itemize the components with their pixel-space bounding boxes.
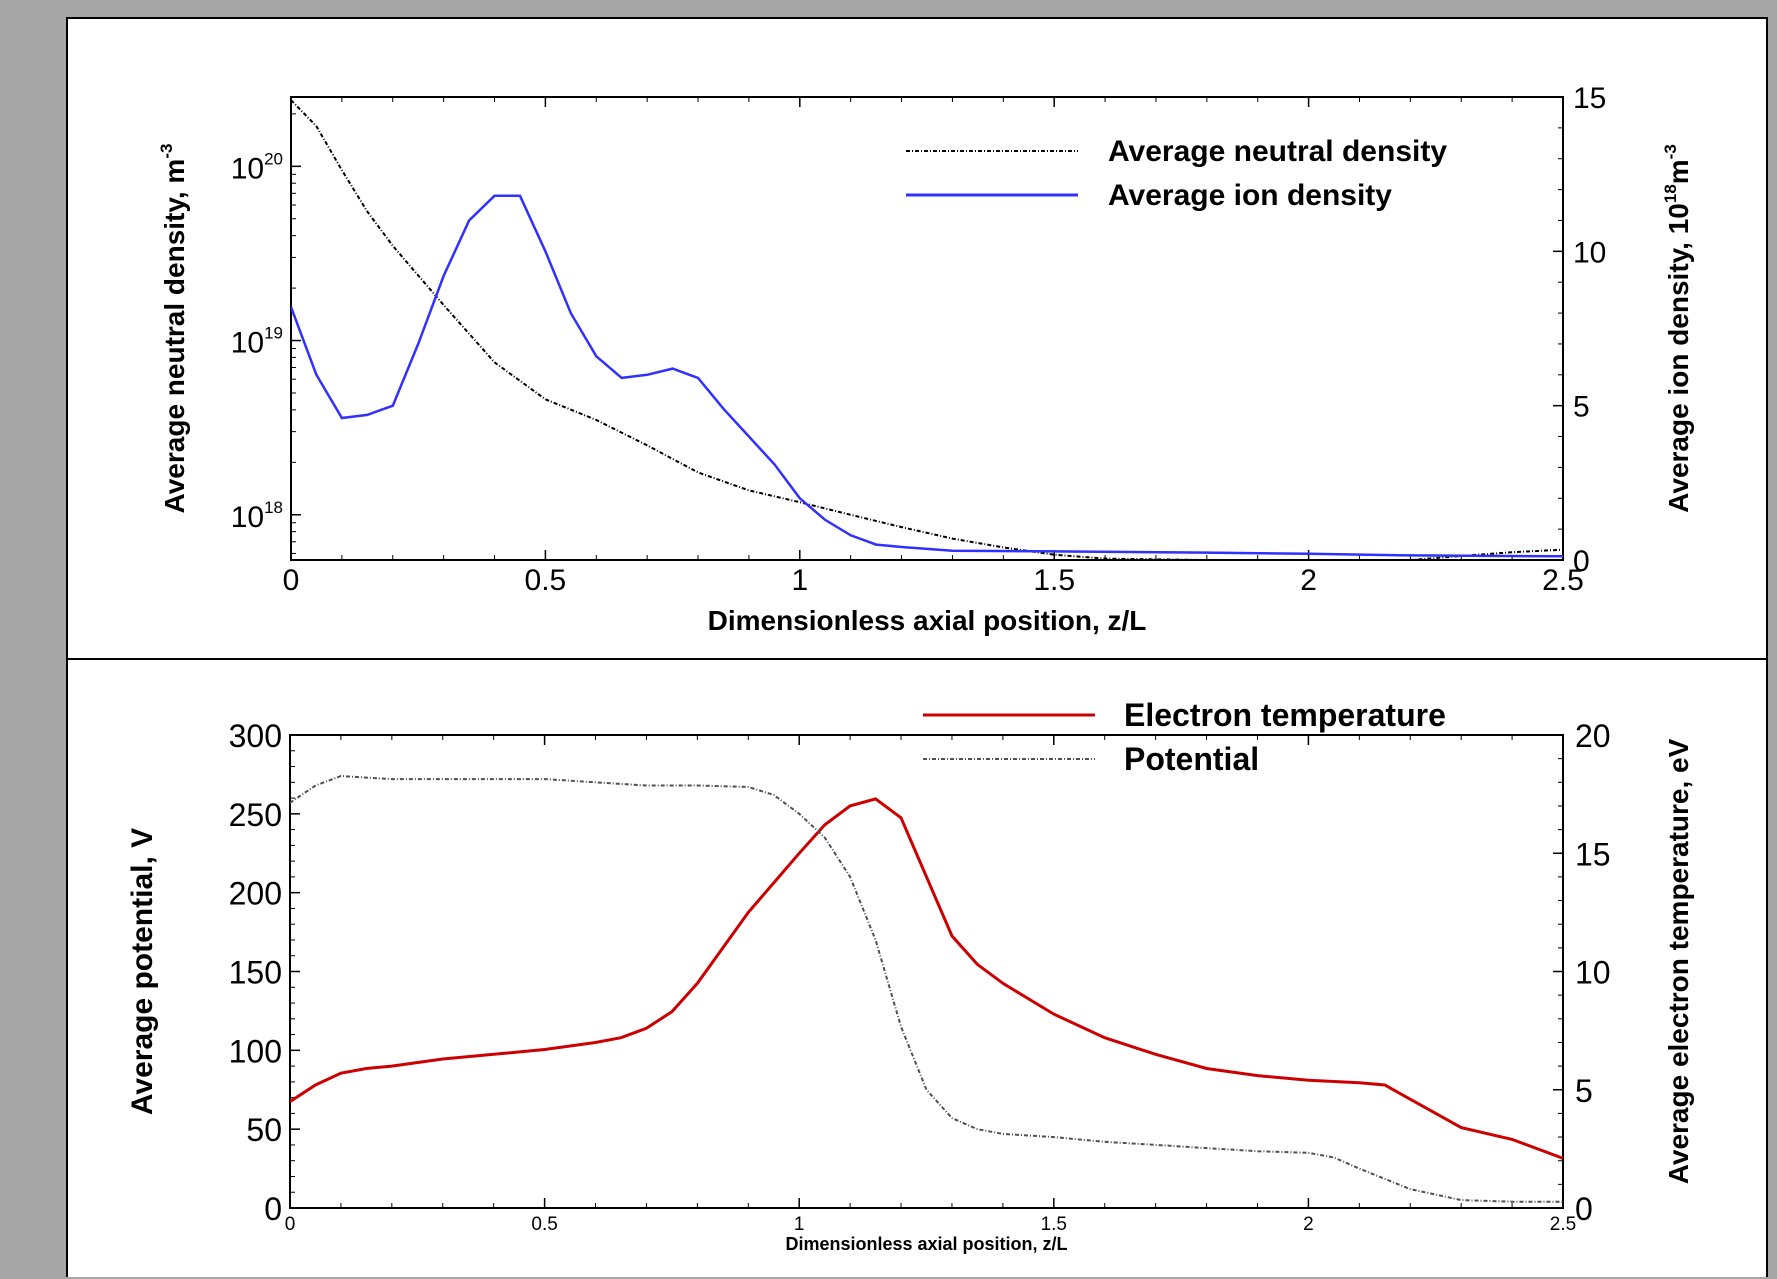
y-left-axis-label: Average potential, V <box>126 828 159 1115</box>
x-axis-label: Dimensionless axial position, z/L <box>708 605 1147 636</box>
neutral-ion-density-panel: 0 0.5 1 1.5 2 2.5 1018 1019 1020 0 5 10 15 Dimensionl… <box>66 17 1768 660</box>
y-right-tick-label: 0 <box>1575 1191 1593 1227</box>
y-right-axis-label: Average electron temperature, eV <box>1663 738 1694 1184</box>
y-left-tick-label: 1018 <box>231 498 283 534</box>
y-left-axis-label: Average neutral density, m-3 <box>157 144 190 514</box>
legend-label: Average ion density <box>1108 179 1392 212</box>
y-right-tick-label: 5 <box>1573 391 1590 424</box>
y-left-tick-label: 1020 <box>231 149 283 185</box>
x-tick-label: 1.5 <box>1033 564 1075 597</box>
x-tick-label: 0.5 <box>531 1214 557 1235</box>
plot-frame <box>290 96 1564 561</box>
potential-temperature-panel: 0 0.5 1 1.5 2 2.5 0 50 100 150 200 250 300 0 5 10 15 20 Di… <box>66 658 1768 1277</box>
y-right-tick-label: 10 <box>1573 236 1606 269</box>
y-right-tick-label: 0 <box>1573 545 1590 578</box>
legend-label: Average neutral density <box>1108 135 1447 168</box>
series-line-potential <box>290 774 1563 1203</box>
x-tick-label: 2.5 <box>1542 564 1584 597</box>
x-tick-label: 0.5 <box>525 564 567 597</box>
x-tick-label: 0 <box>283 564 300 597</box>
x-tick-label: 1 <box>791 564 808 597</box>
series-line-electron-temperature <box>290 797 1563 1160</box>
y-right-axis-label: Average ion density, 1018m-3 <box>1661 144 1694 513</box>
x-tick-label: 1 <box>794 1214 805 1235</box>
y-left-tick-label: 300 <box>229 718 282 754</box>
y-left-tick-label: 0 <box>264 1191 282 1227</box>
y-left-tick-label: 100 <box>229 1033 282 1069</box>
y-left-tick-label: 250 <box>229 797 282 833</box>
y-right-tick-label: 15 <box>1575 836 1611 872</box>
y-right-tick-label: 10 <box>1575 955 1611 991</box>
y-left-tick-label: 150 <box>229 955 282 991</box>
series-line-neutral-density <box>291 99 1563 560</box>
x-tick-label: 2 <box>1300 564 1317 597</box>
y-right-tick-label: 5 <box>1575 1073 1593 1109</box>
x-tick-label: 2 <box>1303 1214 1314 1235</box>
y-right-tick-label: 15 <box>1573 82 1606 115</box>
plot-frame <box>289 734 1564 1209</box>
potential-temperature-chart: 0 0.5 1 1.5 2 2.505010015020025030005101520Di… <box>126 697 1694 1254</box>
y-right-tick-label: 20 <box>1575 718 1611 754</box>
density-chart: 0 0.5 1 1.5 2 2.5 1018 1019 1020 0 5 10 15 Dimensionl… <box>157 82 1694 636</box>
x-axis-label: Dimensionless axial position, z/L <box>785 1234 1067 1254</box>
y-left-tick-label: 50 <box>246 1112 282 1148</box>
y-left-tick-label: 1019 <box>231 324 283 360</box>
legend-label: Potential <box>1124 741 1259 777</box>
x-tick-label: 2.5 <box>1550 1214 1576 1235</box>
x-tick-label: 1.5 <box>1041 1214 1067 1235</box>
y-left-tick-label: 200 <box>229 876 282 912</box>
series-line-ion-density <box>291 194 1563 558</box>
x-tick-label: 0 <box>285 1214 296 1235</box>
legend-label: Electron temperature <box>1124 697 1446 733</box>
